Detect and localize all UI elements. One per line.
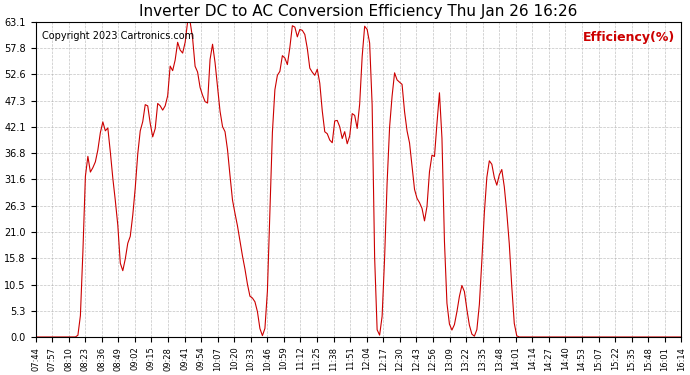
Title: Inverter DC to AC Conversion Efficiency Thu Jan 26 16:26: Inverter DC to AC Conversion Efficiency … [139, 4, 578, 19]
Text: Copyright 2023 Cartronics.com: Copyright 2023 Cartronics.com [42, 31, 194, 41]
Text: Efficiency(%): Efficiency(%) [582, 31, 675, 44]
